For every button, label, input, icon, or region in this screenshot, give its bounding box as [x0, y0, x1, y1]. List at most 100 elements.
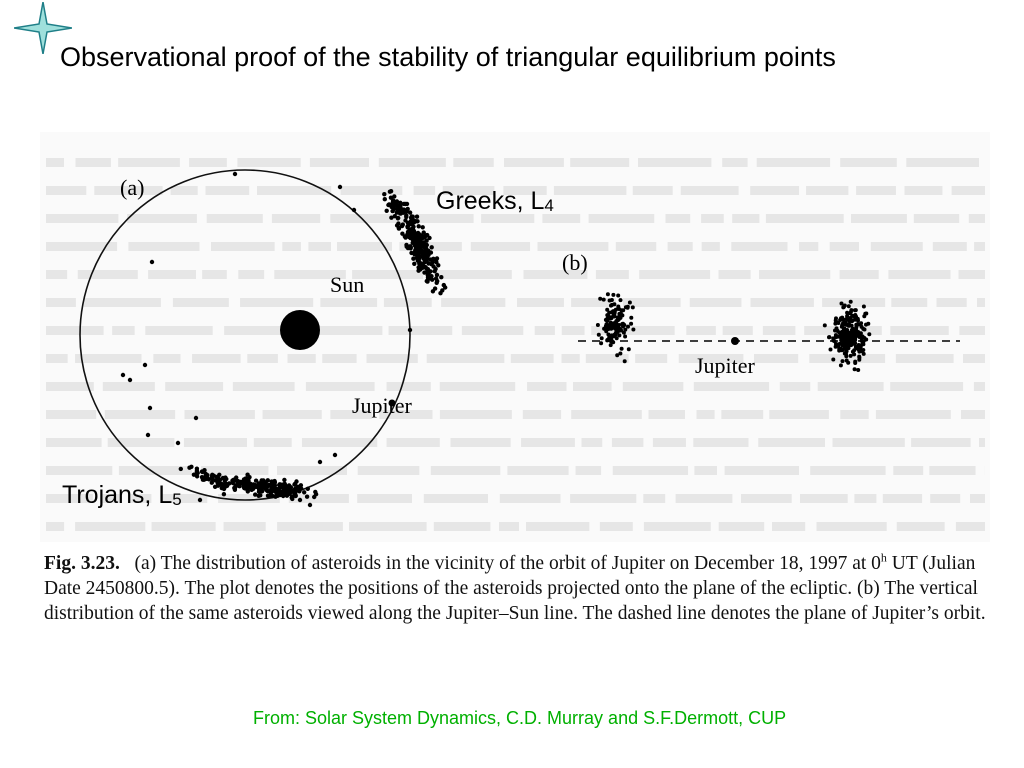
bleed-word — [107, 438, 175, 447]
bleed-word — [689, 298, 742, 307]
asteroid-dot — [612, 302, 617, 307]
bleed-word — [75, 354, 142, 363]
bleed-word — [856, 186, 896, 195]
asteroid-dot — [598, 296, 603, 301]
bleed-word — [46, 214, 119, 223]
bleed-word — [46, 158, 65, 167]
bleed-word — [585, 354, 629, 363]
asteroid-dot — [142, 362, 148, 368]
bleed-word — [595, 270, 629, 279]
bleed-word — [667, 242, 693, 251]
bleed-word — [648, 410, 685, 419]
slide-title: Observational proof of the stability of … — [60, 42, 836, 72]
bleed-word — [336, 242, 392, 251]
bleed-word — [806, 186, 849, 195]
asteroid-dot — [294, 479, 299, 484]
bleed-word — [521, 438, 575, 447]
bleed-word — [277, 522, 343, 531]
bleed-word — [799, 494, 848, 503]
bleed-word — [896, 522, 945, 531]
asteroid-dot — [844, 358, 849, 363]
asteroid-dot — [416, 224, 421, 229]
bleed-word — [809, 354, 886, 363]
bleed-word — [575, 466, 602, 475]
bleed-word — [330, 410, 373, 419]
bleed-word — [442, 186, 495, 195]
asteroid-dot — [615, 327, 620, 332]
trojans-label: Trojans, L5 — [62, 481, 182, 510]
asteroid-dot — [278, 484, 283, 489]
asteroid-dot — [440, 288, 445, 293]
bleed-word — [170, 186, 198, 195]
bleed-word — [542, 214, 581, 223]
bleed-word — [581, 438, 603, 447]
bleed-word — [643, 522, 711, 531]
bleed-word — [112, 326, 135, 335]
bleed-word — [955, 522, 985, 531]
bleed-word — [46, 382, 94, 391]
asteroid-dot — [852, 367, 857, 372]
bleed-word — [46, 466, 113, 475]
asteroid-dot — [856, 345, 861, 350]
asteroid-dot — [432, 286, 438, 291]
asteroid-dot — [619, 308, 624, 313]
bleed-word — [218, 494, 280, 503]
bleed-word — [731, 242, 788, 251]
asteroid-dot — [424, 238, 429, 243]
bleed-word — [309, 158, 370, 167]
bleed-word — [83, 298, 161, 307]
bleed-word — [675, 494, 733, 503]
asteroid-dot — [120, 372, 126, 378]
asteroid-dot — [389, 215, 394, 220]
bleed-word — [46, 354, 68, 363]
bleed-word — [46, 410, 97, 419]
bleed-word — [772, 522, 806, 531]
asteroid-dot — [827, 335, 831, 340]
asteroid-dot — [609, 316, 614, 321]
asteroid-dot — [435, 278, 440, 284]
bleed-word — [753, 354, 799, 363]
bleed-word — [507, 466, 569, 475]
bleed-word — [652, 438, 686, 447]
bleed-word — [527, 382, 567, 391]
asteroid-dot — [629, 321, 634, 326]
bleed-word — [913, 214, 960, 223]
asteroid-dot — [415, 258, 420, 263]
bleed-word — [732, 214, 760, 223]
asteroid-dot — [404, 201, 410, 207]
bleed-word — [161, 494, 208, 503]
asteroid-dot — [623, 327, 628, 332]
asteroid-dot — [842, 346, 847, 351]
bleed-word — [340, 186, 403, 195]
asteroid-dot — [396, 215, 401, 221]
bleed-word — [349, 522, 427, 531]
asteroid-dot — [606, 332, 611, 337]
bleed-word — [189, 158, 227, 167]
asteroid-dot — [856, 368, 861, 372]
bleed-word — [665, 214, 691, 223]
bleed-word — [282, 242, 301, 251]
bleed-word — [165, 382, 224, 391]
asteroid-dot — [844, 352, 848, 357]
bleed-word — [537, 242, 609, 251]
greeks-subscript: 4 — [544, 196, 554, 215]
asteroid-dot — [833, 333, 838, 338]
bleed-word — [46, 270, 68, 279]
bleed-word — [882, 494, 923, 503]
bleed-word — [958, 270, 985, 279]
bleed-word — [718, 270, 751, 279]
asteroid-dot — [216, 476, 222, 482]
bleed-word — [570, 158, 630, 167]
bleed-word — [450, 438, 511, 447]
asteroid-dot — [605, 338, 610, 343]
trojans-text: Trojans, L — [62, 481, 173, 509]
bleed-word — [839, 270, 879, 279]
bleed-word — [378, 158, 446, 167]
asteroid-dot — [387, 189, 393, 194]
jupiter-marker-a — [388, 399, 396, 407]
asteroid-dot — [612, 334, 617, 339]
bleed-word — [963, 354, 985, 363]
bleed-word — [153, 354, 181, 363]
bleed-word — [210, 242, 275, 251]
asteroid-dot — [425, 232, 430, 238]
